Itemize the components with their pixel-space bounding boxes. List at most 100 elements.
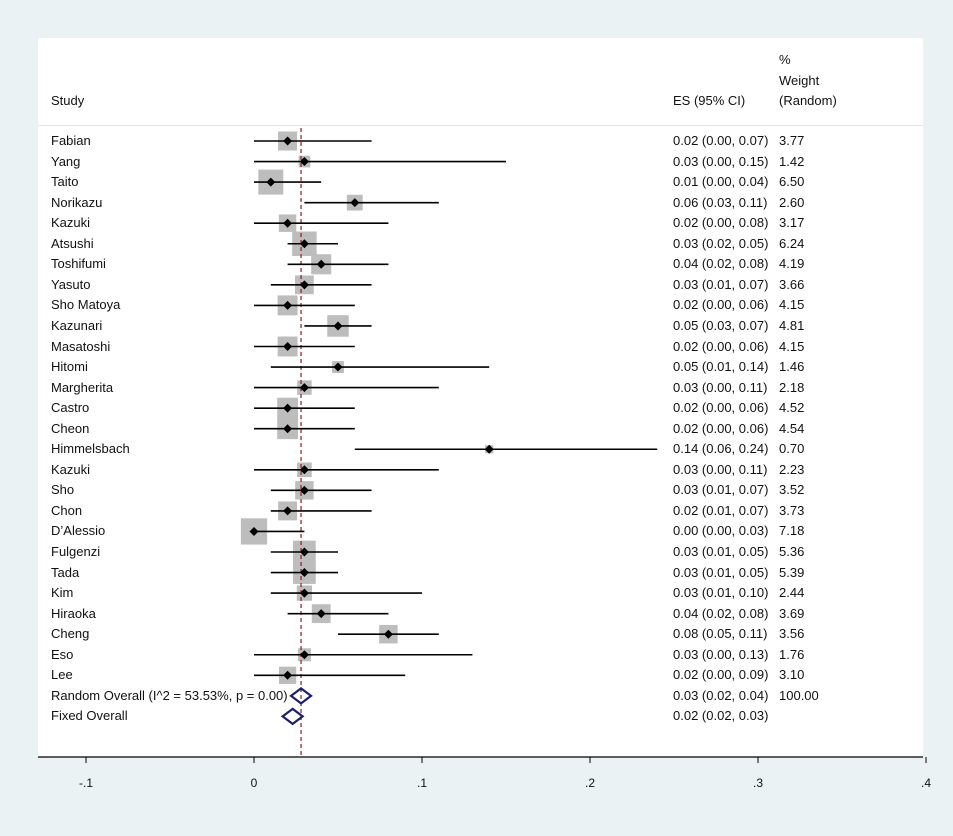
- effect-size-ci: 0.03 (0.01, 0.10): [673, 585, 769, 601]
- point-estimate: [299, 157, 309, 167]
- fixed-overall-label: Fixed Overall: [51, 708, 128, 724]
- study-name: Himmelsbach: [51, 441, 130, 457]
- study-weight: 4.19: [779, 256, 805, 272]
- study-weight: 2.60: [779, 194, 805, 210]
- study-weight: 4.54: [779, 420, 805, 436]
- effect-size-ci: 0.01 (0.00, 0.04): [673, 174, 769, 190]
- study-name: Kazunari: [51, 317, 103, 333]
- x-tick-label: .4: [921, 776, 931, 790]
- point-estimate: [484, 444, 494, 454]
- point-estimate: [266, 177, 276, 187]
- weight-header-random: (Random): [779, 93, 837, 108]
- weight-header-weight: Weight: [779, 73, 820, 88]
- study-weight: 4.52: [779, 400, 805, 416]
- x-tick-label: .3: [753, 776, 763, 790]
- study-name: Tada: [51, 564, 80, 580]
- study-name: Yasuto: [51, 276, 91, 292]
- study-weight: 1.76: [779, 646, 805, 662]
- point-estimate: [283, 506, 293, 516]
- study-name: Fulgenzi: [51, 544, 101, 559]
- study-weight: 1.42: [779, 153, 805, 169]
- study-name: Kazuki: [51, 461, 91, 477]
- effect-size-ci: 0.03 (0.02, 0.05): [673, 235, 769, 251]
- study-name: Masatoshi: [51, 338, 111, 354]
- effect-size-ci: 0.06 (0.03, 0.11): [673, 194, 768, 210]
- study-weight: 7.18: [779, 523, 805, 539]
- point-estimate: [333, 362, 343, 372]
- point-estimate: [283, 342, 293, 351]
- study-name: Cheng: [51, 626, 90, 642]
- x-tick-label: .1: [417, 776, 427, 790]
- study-name: Chon: [51, 502, 83, 518]
- point-estimate: [316, 259, 326, 269]
- study-name: Norikazu: [51, 194, 103, 210]
- effect-size-ci: 0.03 (0.01, 0.07): [673, 276, 769, 292]
- point-estimate: [283, 670, 293, 680]
- study-weight: 5.39: [779, 564, 805, 580]
- point-estimate: [299, 485, 309, 495]
- effect-size-ci: 0.02 (0.00, 0.09): [673, 667, 769, 683]
- point-estimate: [299, 239, 309, 249]
- point-estimate: [383, 629, 393, 639]
- random-overall-label: Random Overall (I^2 = 53.53%, p = 0.00): [51, 687, 288, 703]
- random-overall-diamond: [289, 686, 313, 705]
- point-estimate: [283, 218, 293, 228]
- point-estimate: [283, 300, 293, 310]
- effect-size-ci: 0.04 (0.02, 0.08): [673, 256, 769, 272]
- study-weight: 3.10: [779, 667, 805, 683]
- study-name: Castro: [51, 400, 90, 416]
- study-weight: 3.66: [779, 276, 805, 292]
- study-weight: 3.73: [779, 502, 805, 518]
- study-name: Fabian: [51, 133, 91, 148]
- study-name: Margherita: [51, 379, 114, 395]
- study-name: Kazuki: [51, 215, 91, 231]
- point-estimate: [299, 568, 309, 578]
- effect-size-ci: 0.02 (0.00, 0.06): [673, 400, 769, 416]
- study-name: Kim: [51, 585, 74, 601]
- study-weight: 4.81: [779, 317, 805, 333]
- effect-size-ci: 0.00 (0.00, 0.03): [673, 523, 769, 539]
- study-column-header: Study: [51, 93, 85, 108]
- study-weight: 3.69: [779, 605, 805, 621]
- point-estimate: [299, 465, 309, 475]
- study-name: Eso: [51, 646, 74, 662]
- effect-size-ci: 0.03 (0.01, 0.05): [673, 544, 769, 559]
- study-weight: 3.52: [779, 482, 805, 498]
- effect-size-ci: 0.14 (0.06, 0.24): [673, 441, 769, 457]
- study-name: Toshifumi: [51, 256, 106, 272]
- weight-header-percent: %: [779, 52, 791, 67]
- study-name: Yang: [51, 153, 81, 169]
- study-name: Hiraoka: [51, 605, 96, 621]
- effect-size-ci: 0.02 (0.00, 0.06): [673, 297, 769, 313]
- study-weight: 2.44: [779, 585, 805, 601]
- es-column-header: ES (95% CI): [673, 93, 746, 108]
- effect-size-ci: 0.04 (0.02, 0.08): [673, 605, 769, 621]
- study-weight: 4.15: [779, 297, 805, 313]
- study-weight: 5.36: [779, 544, 805, 559]
- effect-size-ci: 0.03 (0.00, 0.11): [673, 379, 768, 395]
- effect-size-ci: 0.02 (0.00, 0.07): [673, 133, 769, 148]
- point-estimate: [283, 403, 293, 413]
- fixed-overall-diamond: [280, 707, 305, 726]
- point-estimate: [350, 198, 360, 208]
- x-tick-label: -.1: [79, 776, 93, 790]
- effect-size-ci: 0.03 (0.00, 0.11): [673, 461, 768, 477]
- study-weight: 3.56: [779, 626, 805, 642]
- effect-size-ci: 0.02 (0.01, 0.07): [673, 502, 769, 518]
- header-divider: [38, 125, 923, 126]
- study-weight: 3.17: [779, 215, 805, 231]
- overall-effect-size-ci: 0.03 (0.02, 0.04): [673, 687, 769, 703]
- x-tick-label: 0: [251, 776, 258, 790]
- point-estimate: [299, 588, 309, 598]
- point-estimate: [283, 136, 293, 146]
- point-estimate: [316, 609, 326, 619]
- point-estimate: [299, 383, 309, 393]
- point-estimate: [333, 321, 343, 331]
- study-name: D’Alessio: [51, 523, 106, 539]
- effect-size-ci: 0.03 (0.00, 0.13): [673, 646, 769, 662]
- study-name: Sho Matoya: [51, 297, 121, 313]
- overall-effect-size-ci: 0.02 (0.02, 0.03): [673, 708, 769, 724]
- study-name: Hitomi: [51, 359, 88, 375]
- study-weight: 0.70: [779, 441, 805, 457]
